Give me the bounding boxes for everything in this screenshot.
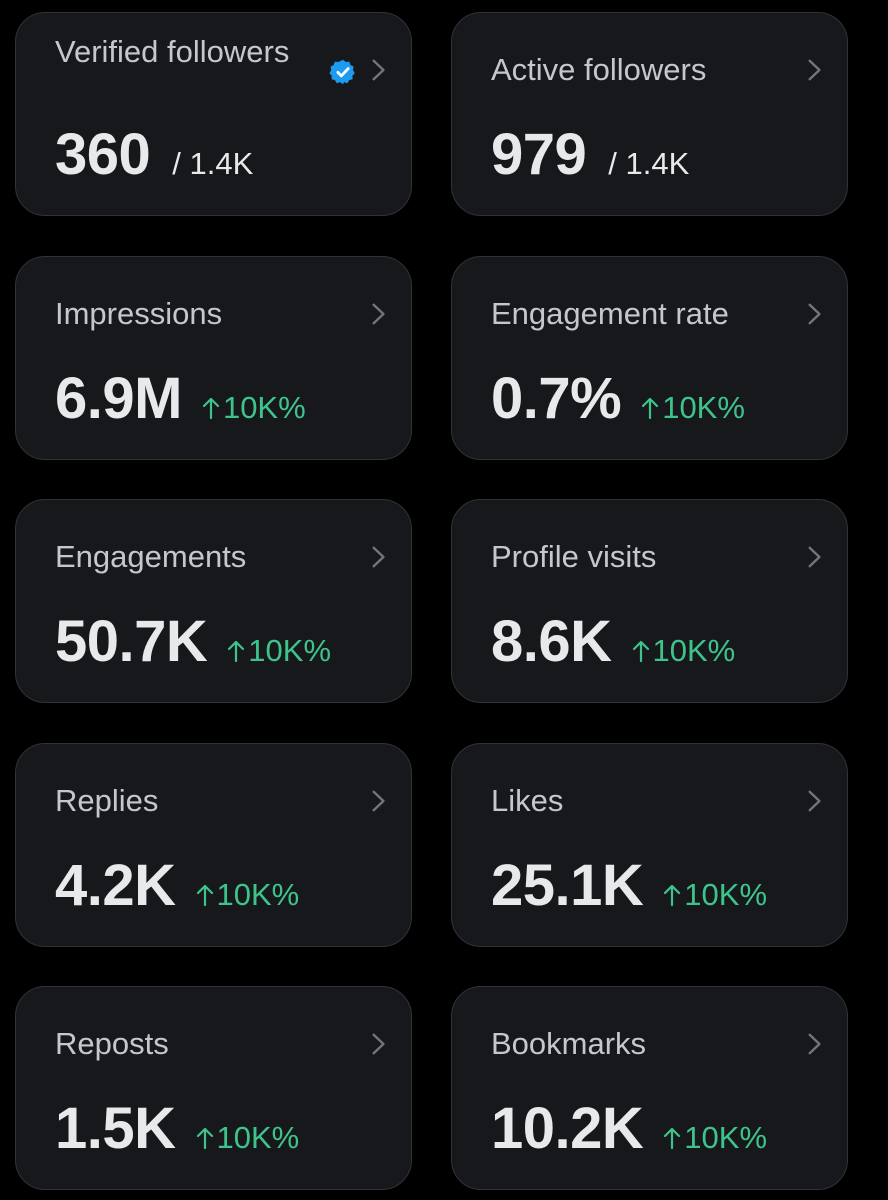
chevron-right-icon[interactable] — [365, 301, 391, 327]
chevron-right-icon[interactable] — [365, 1031, 391, 1057]
metric-value: 360 — [55, 122, 151, 187]
metric-value: 4.2K — [55, 852, 176, 918]
card-label: Likes — [491, 782, 564, 818]
metric-change-value: 10K% — [662, 389, 745, 425]
analytics-metrics-grid: Verified followers 360 / 1.4K Active fol… — [15, 12, 848, 1190]
bookmarks-card[interactable]: Bookmarks 10.2K 10K% — [451, 986, 848, 1190]
profile-visits-card[interactable]: Profile visits 8.6K 10K% — [451, 499, 848, 703]
metric-value-row: 0.7% 10K% — [491, 363, 745, 435]
metric-value-row: 360 / 1.4K — [55, 119, 253, 191]
card-label: Impressions — [55, 295, 223, 331]
metric-value: 979 — [491, 122, 587, 187]
metric-change: 10K% — [196, 1120, 300, 1156]
arrow-up-icon — [196, 884, 213, 906]
chevron-right-icon[interactable] — [365, 544, 391, 570]
metric-value: 1.5K — [55, 1096, 176, 1161]
metric-value: 0.7% — [491, 365, 622, 431]
arrow-up-icon — [228, 640, 245, 663]
metric-change: 10K% — [663, 877, 767, 913]
metric-value-row: 50.7K 10K% — [55, 606, 331, 678]
metric-change-value: 10K% — [216, 1120, 300, 1155]
metric-value-row: 979 / 1.4K — [491, 119, 689, 191]
engagements-card[interactable]: Engagements 50.7K 10K% — [15, 499, 412, 703]
verified-badge-icon — [329, 59, 355, 85]
arrow-up-icon — [202, 397, 220, 419]
metric-change: 10K% — [632, 633, 736, 669]
metric-value-row: 8.6K 10K% — [491, 606, 735, 678]
metric-value: 10.2K — [491, 1096, 644, 1161]
chevron-right-icon[interactable] — [365, 788, 391, 814]
metric-change-value: 10K% — [684, 876, 768, 912]
card-label: Engagement rate — [491, 295, 729, 331]
card-label: Engagements — [55, 539, 247, 574]
metric-change: 10K% — [196, 876, 300, 913]
card-label: Reposts — [55, 1026, 169, 1061]
chevron-right-icon[interactable] — [801, 1031, 827, 1057]
metric-value-row: 4.2K 10K% — [55, 850, 299, 922]
metric-value-row: 25.1K 10K% — [491, 850, 767, 922]
metric-change-value: 10K% — [652, 633, 736, 668]
arrow-up-icon — [196, 1127, 213, 1150]
metric-total: / 1.4K — [608, 146, 690, 181]
chevron-right-icon[interactable] — [801, 544, 827, 570]
metric-value: 25.1K — [491, 852, 644, 918]
chevron-right-icon[interactable] — [801, 301, 827, 327]
card-label: Replies — [55, 782, 159, 818]
arrow-up-icon — [632, 640, 649, 663]
engagement-rate-card[interactable]: Engagement rate 0.7% 10K% — [451, 255, 848, 460]
metric-change: 10K% — [641, 390, 745, 426]
metric-change: 10K% — [227, 633, 331, 669]
active-followers-card[interactable]: Active followers 979 / 1.4K — [451, 12, 848, 216]
verified-followers-card[interactable]: Verified followers 360 / 1.4K — [15, 12, 412, 216]
arrow-up-icon — [664, 884, 681, 906]
metric-change: 10K% — [202, 390, 306, 426]
card-label: Active followers — [491, 52, 707, 87]
replies-card[interactable]: Replies 4.2K 10K% — [15, 742, 412, 947]
metric-change-value: 10K% — [248, 633, 332, 668]
metric-change-value: 10K% — [684, 1120, 768, 1155]
arrow-up-icon — [642, 397, 659, 419]
metric-value: 6.9M — [55, 365, 182, 431]
card-label: Verified followers — [55, 34, 290, 69]
card-label: Bookmarks — [491, 1026, 647, 1061]
metric-change-value: 10K% — [222, 389, 306, 425]
metric-change-value: 10K% — [216, 876, 300, 912]
metric-value-row: 6.9M 10K% — [55, 363, 306, 435]
metric-value-row: 10.2K 10K% — [491, 1093, 767, 1165]
card-label: Profile visits — [491, 539, 657, 574]
metric-value: 50.7K — [55, 609, 208, 674]
metric-value-row: 1.5K 10K% — [55, 1093, 299, 1165]
metric-total: / 1.4K — [172, 146, 254, 181]
likes-card[interactable]: Likes 25.1K 10K% — [451, 742, 848, 947]
reposts-card[interactable]: Reposts 1.5K 10K% — [15, 986, 412, 1190]
chevron-right-icon[interactable] — [801, 788, 827, 814]
chevron-right-icon[interactable] — [801, 57, 827, 83]
metric-value: 8.6K — [491, 609, 612, 674]
arrow-up-icon — [664, 1127, 681, 1150]
impressions-card[interactable]: Impressions 6.9M 10K% — [15, 255, 412, 460]
chevron-right-icon[interactable] — [365, 57, 391, 83]
metric-change: 10K% — [663, 1120, 767, 1156]
